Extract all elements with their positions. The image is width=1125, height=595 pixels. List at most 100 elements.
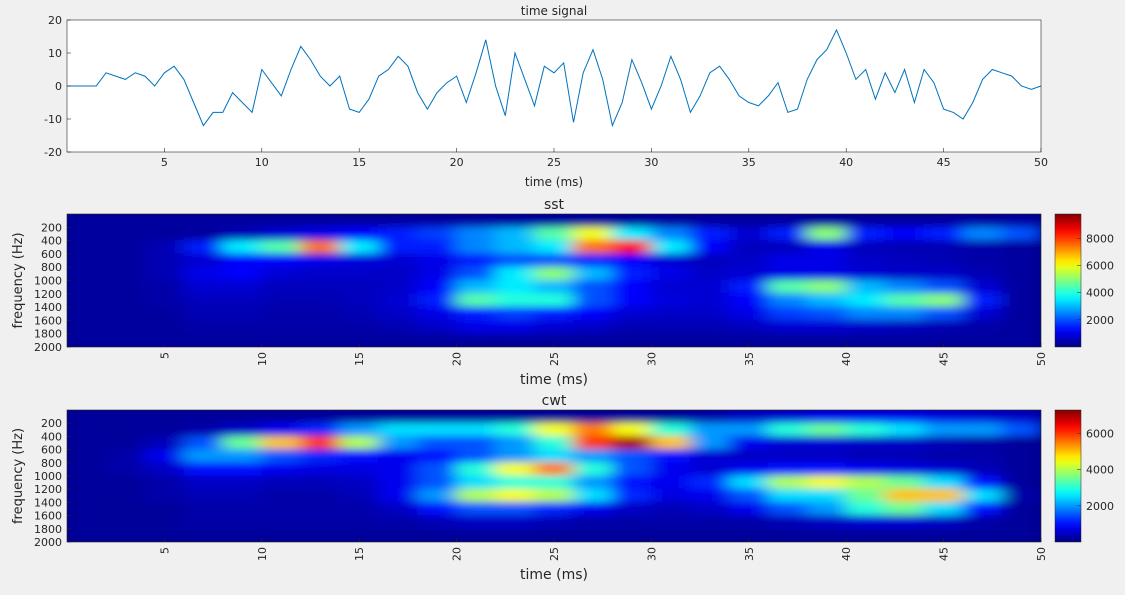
heatmap-cell [378,293,419,308]
x-tick-label: 5 [158,352,171,359]
heatmap-cell [105,214,146,228]
heatmap-cell [378,253,419,268]
colorbar-tick-label: 8000 [1086,232,1114,245]
heatmap-cell [456,449,497,464]
heatmap-cell [183,422,224,437]
heatmap-cell [300,280,341,295]
heatmap-cell [962,319,1003,335]
heatmap-cell [417,462,458,477]
heatmap-cell [728,435,769,451]
heatmap-cell [534,266,574,281]
heatmap-cell [261,306,302,321]
heatmap-cell [767,462,808,477]
heatmap [67,214,1041,347]
heatmap-cell [1001,435,1041,451]
heatmap-cell [378,501,419,517]
heatmap-cell [144,410,185,424]
heatmap-cell [962,280,1003,295]
heatmap-cell [105,226,146,242]
heatmap-cell [1001,488,1041,503]
heatmap-cell [183,226,224,242]
heatmap-cell [495,410,536,424]
heatmap-cell [650,488,691,503]
heatmap-cell [728,475,769,490]
heatmap-cell [923,319,964,335]
heatmap-cell [378,528,419,542]
x-tick-label: 45 [938,547,951,561]
heatmap-cell [339,333,380,347]
colorbar-tick-label: 2000 [1086,500,1114,513]
heatmap-cell [222,293,263,308]
heatmap-cell [962,488,1003,503]
heatmap-cell [534,214,574,228]
heatmap-cell [767,266,808,281]
heatmap-cell [845,333,886,347]
heatmap-cell [650,266,691,281]
heatmap-cell [67,306,107,321]
heatmap-cell [845,528,886,542]
heatmap-cell [923,475,964,490]
heatmap-cell [378,422,419,437]
heatmap-cell [572,410,613,424]
heatmap-cell [884,293,925,308]
heatmap-cell [1001,501,1041,517]
heatmap-cell [611,214,652,228]
heatmap-cell [767,475,808,490]
heatmap-cell [1001,410,1041,424]
heatmap-cell [495,462,536,477]
heatmap-cell [417,253,458,268]
heatmap-cell [806,515,847,530]
heatmap-cell [534,435,574,451]
heatmap-cell [183,488,224,503]
heatmap-cell [767,214,808,228]
heatmap-cell [923,280,964,295]
heatmap-cell [105,240,146,255]
heatmap-cell [183,528,224,542]
heatmap-cell [378,280,419,295]
heatmap-cell [495,226,536,242]
heatmap-cell [105,280,146,295]
heatmap-cell [534,240,574,255]
heatmap-cell [845,293,886,308]
heatmap-cell [767,435,808,451]
heatmap-cell [222,226,263,242]
heatmap-cell [222,435,263,451]
heatmap-cell [144,449,185,464]
heatmap-clip [67,410,1041,542]
y-tick-label: 400 [41,235,62,248]
heatmap-cell [923,306,964,321]
heatmap-cell [456,462,497,477]
heatmap-cell [339,422,380,437]
heatmap-cell [806,410,847,424]
heatmap-cell [767,515,808,530]
heatmap-cell [261,462,302,477]
heatmap-cell [144,293,185,308]
heatmap-cell [845,280,886,295]
heatmap-cell [650,226,691,242]
heatmap-cell [767,528,808,542]
heatmap-cell [689,333,730,347]
y-tick-label: 2000 [34,341,62,354]
heatmap-cell [378,214,419,228]
heatmap-cell [417,422,458,437]
heatmap-cell [339,515,380,530]
heatmap-cell [806,214,847,228]
y-tick-label: 1000 [34,470,62,483]
heatmap-cell [611,528,652,542]
heatmap-cell [183,253,224,268]
heatmap-cell [611,488,652,503]
y-tick-label: 1800 [34,523,62,536]
heatmap-cell [339,528,380,542]
heatmap-cell [572,266,613,281]
y-tick-label: 600 [41,248,62,261]
heatmap-cell [495,435,536,451]
heatmap-cell [67,488,107,503]
heatmap-cell [67,422,107,437]
heatmap-cell [183,435,224,451]
heatmap-cell [339,226,380,242]
heatmap-cell [222,475,263,490]
heatmap-cell [67,410,107,424]
heatmap-cell [534,226,574,242]
heatmap-cell [534,306,574,321]
